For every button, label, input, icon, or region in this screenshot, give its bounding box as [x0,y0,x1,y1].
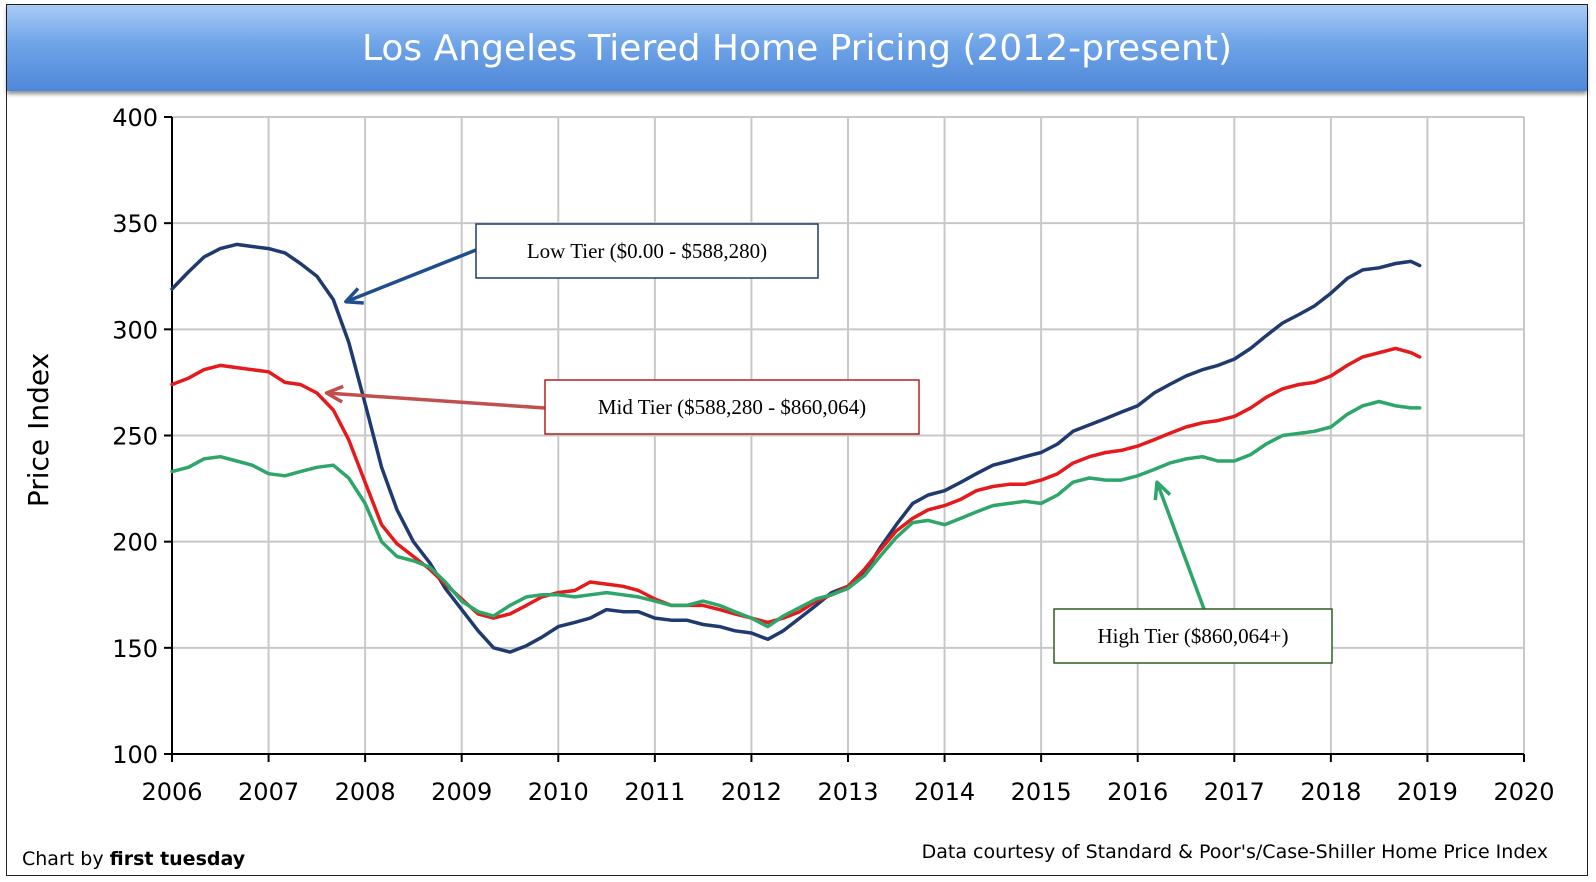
y-axis-label: Price Index [22,353,55,507]
x-tick-label: 2013 [817,778,878,806]
y-tick-label: 150 [112,635,158,663]
x-tick-label: 2006 [141,778,202,806]
footer-credit-prefix: Chart by [22,848,110,870]
y-tick-label: 400 [112,104,158,132]
y-tick-label: 250 [112,423,158,451]
chart-frame: Los Angeles Tiered Home Pricing (2012-pr… [6,4,1588,876]
x-tick-label: 2017 [1204,778,1265,806]
annotation-arrowhead-1 [324,384,344,404]
x-tick-label: 2020 [1493,778,1554,806]
x-tick-label: 2010 [528,778,589,806]
x-tick-label: 2011 [624,778,685,806]
annotation-label-1: Mid Tier ($588,280 - $860,064) [598,395,866,419]
axes: 100 150 200 250 300 350 400 2006 2007 2008 2009 201… [112,104,1554,806]
annotation-arrowhead-2 [1153,480,1172,501]
chart-title: Los Angeles Tiered Home Pricing (2012-pr… [361,27,1232,69]
footer-source: Data courtesy of Standard & Poor's/Case-… [922,841,1548,863]
annotations: Low Tier ($0.00 - $588,280) Mid Tier ($58… [324,223,1333,664]
annotation-label-0: Low Tier ($0.00 - $588,280) [527,239,767,263]
annotation-label-2: High Tier ($860,064+) [1098,624,1289,648]
annotation-arrowhead-0 [344,287,364,305]
x-tick-label: 2019 [1397,778,1458,806]
x-tick-label: 2009 [431,778,492,806]
annotation-box-2 [1053,608,1333,664]
x-tick-label: 2014 [914,778,975,806]
x-tick-label: 2015 [1011,778,1072,806]
grid [172,116,1525,754]
footer-credit: Chart by first tuesday [22,848,246,870]
series-line-0 [170,242,1422,654]
annotation-box-1 [544,379,920,435]
x-tick-label: 2018 [1300,778,1361,806]
series-group [170,242,1422,654]
annotation-arrow-0 [345,248,477,304]
series-line-2 [170,399,1422,629]
annotation-box-0 [475,223,819,279]
x-tick-label: 2008 [335,778,396,806]
y-tick-label: 350 [112,210,158,238]
series-line-1 [170,346,1422,625]
y-tick-label: 100 [112,741,158,769]
footer-credit-brand: first tuesday [110,848,246,870]
annotation-arrow-2 [1155,481,1206,610]
y-tick-label: 200 [112,529,158,557]
title-bar: Los Angeles Tiered Home Pricing (2012-pr… [7,5,1587,91]
x-tick-label: 2012 [721,778,782,806]
y-tick-label: 300 [112,316,158,344]
x-tick-label: 2007 [238,778,299,806]
x-tick-label: 2016 [1107,778,1168,806]
annotation-arrow-1 [326,391,546,410]
